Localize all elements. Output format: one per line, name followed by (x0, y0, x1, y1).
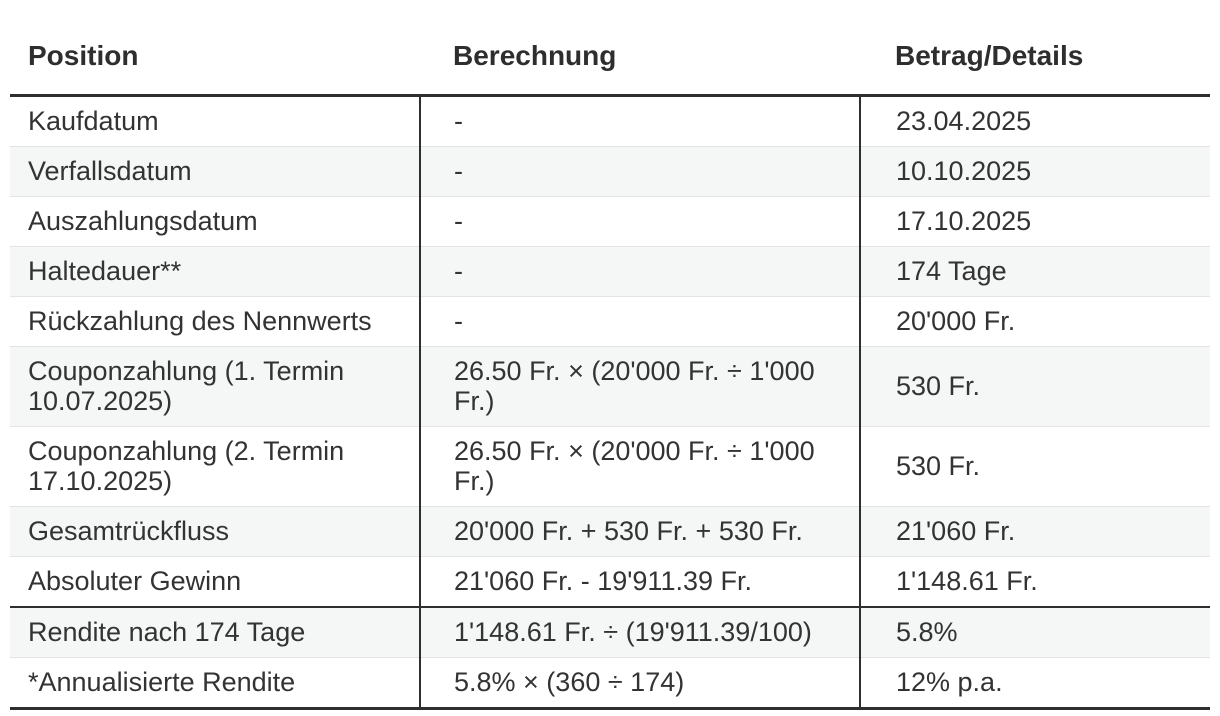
position-cell: Rendite nach 174 Tage (10, 606, 420, 658)
amount-cell: 21'060 Fr. (859, 506, 1210, 557)
position-cell: Auszahlungsdatum (10, 196, 420, 247)
table-row: Haltedauer** -174 Tage (10, 246, 1210, 297)
table-row: *Annualisierte Rendite 5.8% × (360 ÷ 174)… (10, 657, 1210, 710)
amount-cell: 530 Fr. (859, 426, 1210, 507)
calculation-cell: - (419, 95, 860, 147)
position-cell: Kaufdatum (10, 95, 420, 147)
table-row: Couponzahlung (1. Termin 10.07.2025) 26.5… (10, 346, 1210, 427)
table-row: Couponzahlung (2. Termin 17.10.2025) 26.5… (10, 426, 1210, 507)
calculation-cell: 26.50 Fr. × (20'000 Fr. ÷ 1'000 Fr.) (419, 426, 860, 507)
position-cell: Gesamtrückfluss (10, 506, 420, 557)
calculation-cell: 5.8% × (360 ÷ 174) (419, 657, 860, 710)
amount-cell: 17.10.2025 (859, 196, 1210, 247)
position-cell: Verfallsdatum (10, 146, 420, 197)
position-cell: Couponzahlung (1. Termin 10.07.2025) (10, 346, 420, 427)
amount-cell: 20'000 Fr. (859, 296, 1210, 347)
amount-cell: 1'148.61 Fr. (859, 556, 1210, 608)
position-cell: Haltedauer** (10, 246, 420, 297)
table-row: Rendite nach 174 Tage 1'148.61 Fr. ÷ (19'… (10, 606, 1210, 658)
amount-cell: 5.8% (859, 606, 1210, 658)
calculation-cell: - (419, 296, 860, 347)
amount-cell: 174 Tage (859, 246, 1210, 297)
amount-cell: 12% p.a. (859, 657, 1210, 710)
column-header-position: Position (10, 40, 420, 97)
position-cell: *Annualisierte Rendite (10, 657, 420, 710)
calculation-cell: - (419, 146, 860, 197)
calculation-cell: 26.50 Fr. × (20'000 Fr. ÷ 1'000 Fr.) (419, 346, 860, 427)
column-header-berechnung: Berechnung (420, 40, 860, 97)
calculation-cell: 1'148.61 Fr. ÷ (19'911.39/100) (419, 606, 860, 658)
table-row: Rückzahlung des Nennwerts -20'000 Fr. (10, 296, 1210, 347)
table-row: Verfallsdatum -10.10.2025 (10, 146, 1210, 197)
position-cell: Absoluter Gewinn (10, 556, 420, 608)
table-row: Absoluter Gewinn 21'060 Fr. - 19'911.39 F… (10, 556, 1210, 608)
table-row: Gesamtrückfluss 20'000 Fr. + 530 Fr. + 53… (10, 506, 1210, 557)
calculation-table: Position Berechnung Betrag/Details Kaufd… (10, 40, 1210, 710)
table-row: Kaufdatum -23.04.2025 (10, 95, 1210, 147)
calculation-cell: 21'060 Fr. - 19'911.39 Fr. (419, 556, 860, 608)
position-cell: Rückzahlung des Nennwerts (10, 296, 420, 347)
amount-cell: 10.10.2025 (859, 146, 1210, 197)
column-header-betrag-details: Betrag/Details (860, 40, 1210, 97)
amount-cell: 530 Fr. (859, 346, 1210, 427)
table-body: Kaufdatum -23.04.2025 Verfallsdatum -10.10.… (10, 95, 1210, 710)
calculation-cell: - (419, 246, 860, 297)
table-row: Auszahlungsdatum -17.10.2025 (10, 196, 1210, 247)
calculation-cell: - (419, 196, 860, 247)
amount-cell: 23.04.2025 (859, 95, 1210, 147)
calculation-cell: 20'000 Fr. + 530 Fr. + 530 Fr. (419, 506, 860, 557)
position-cell: Couponzahlung (2. Termin 17.10.2025) (10, 426, 420, 507)
header-row: Position Berechnung Betrag/Details (10, 40, 1210, 97)
